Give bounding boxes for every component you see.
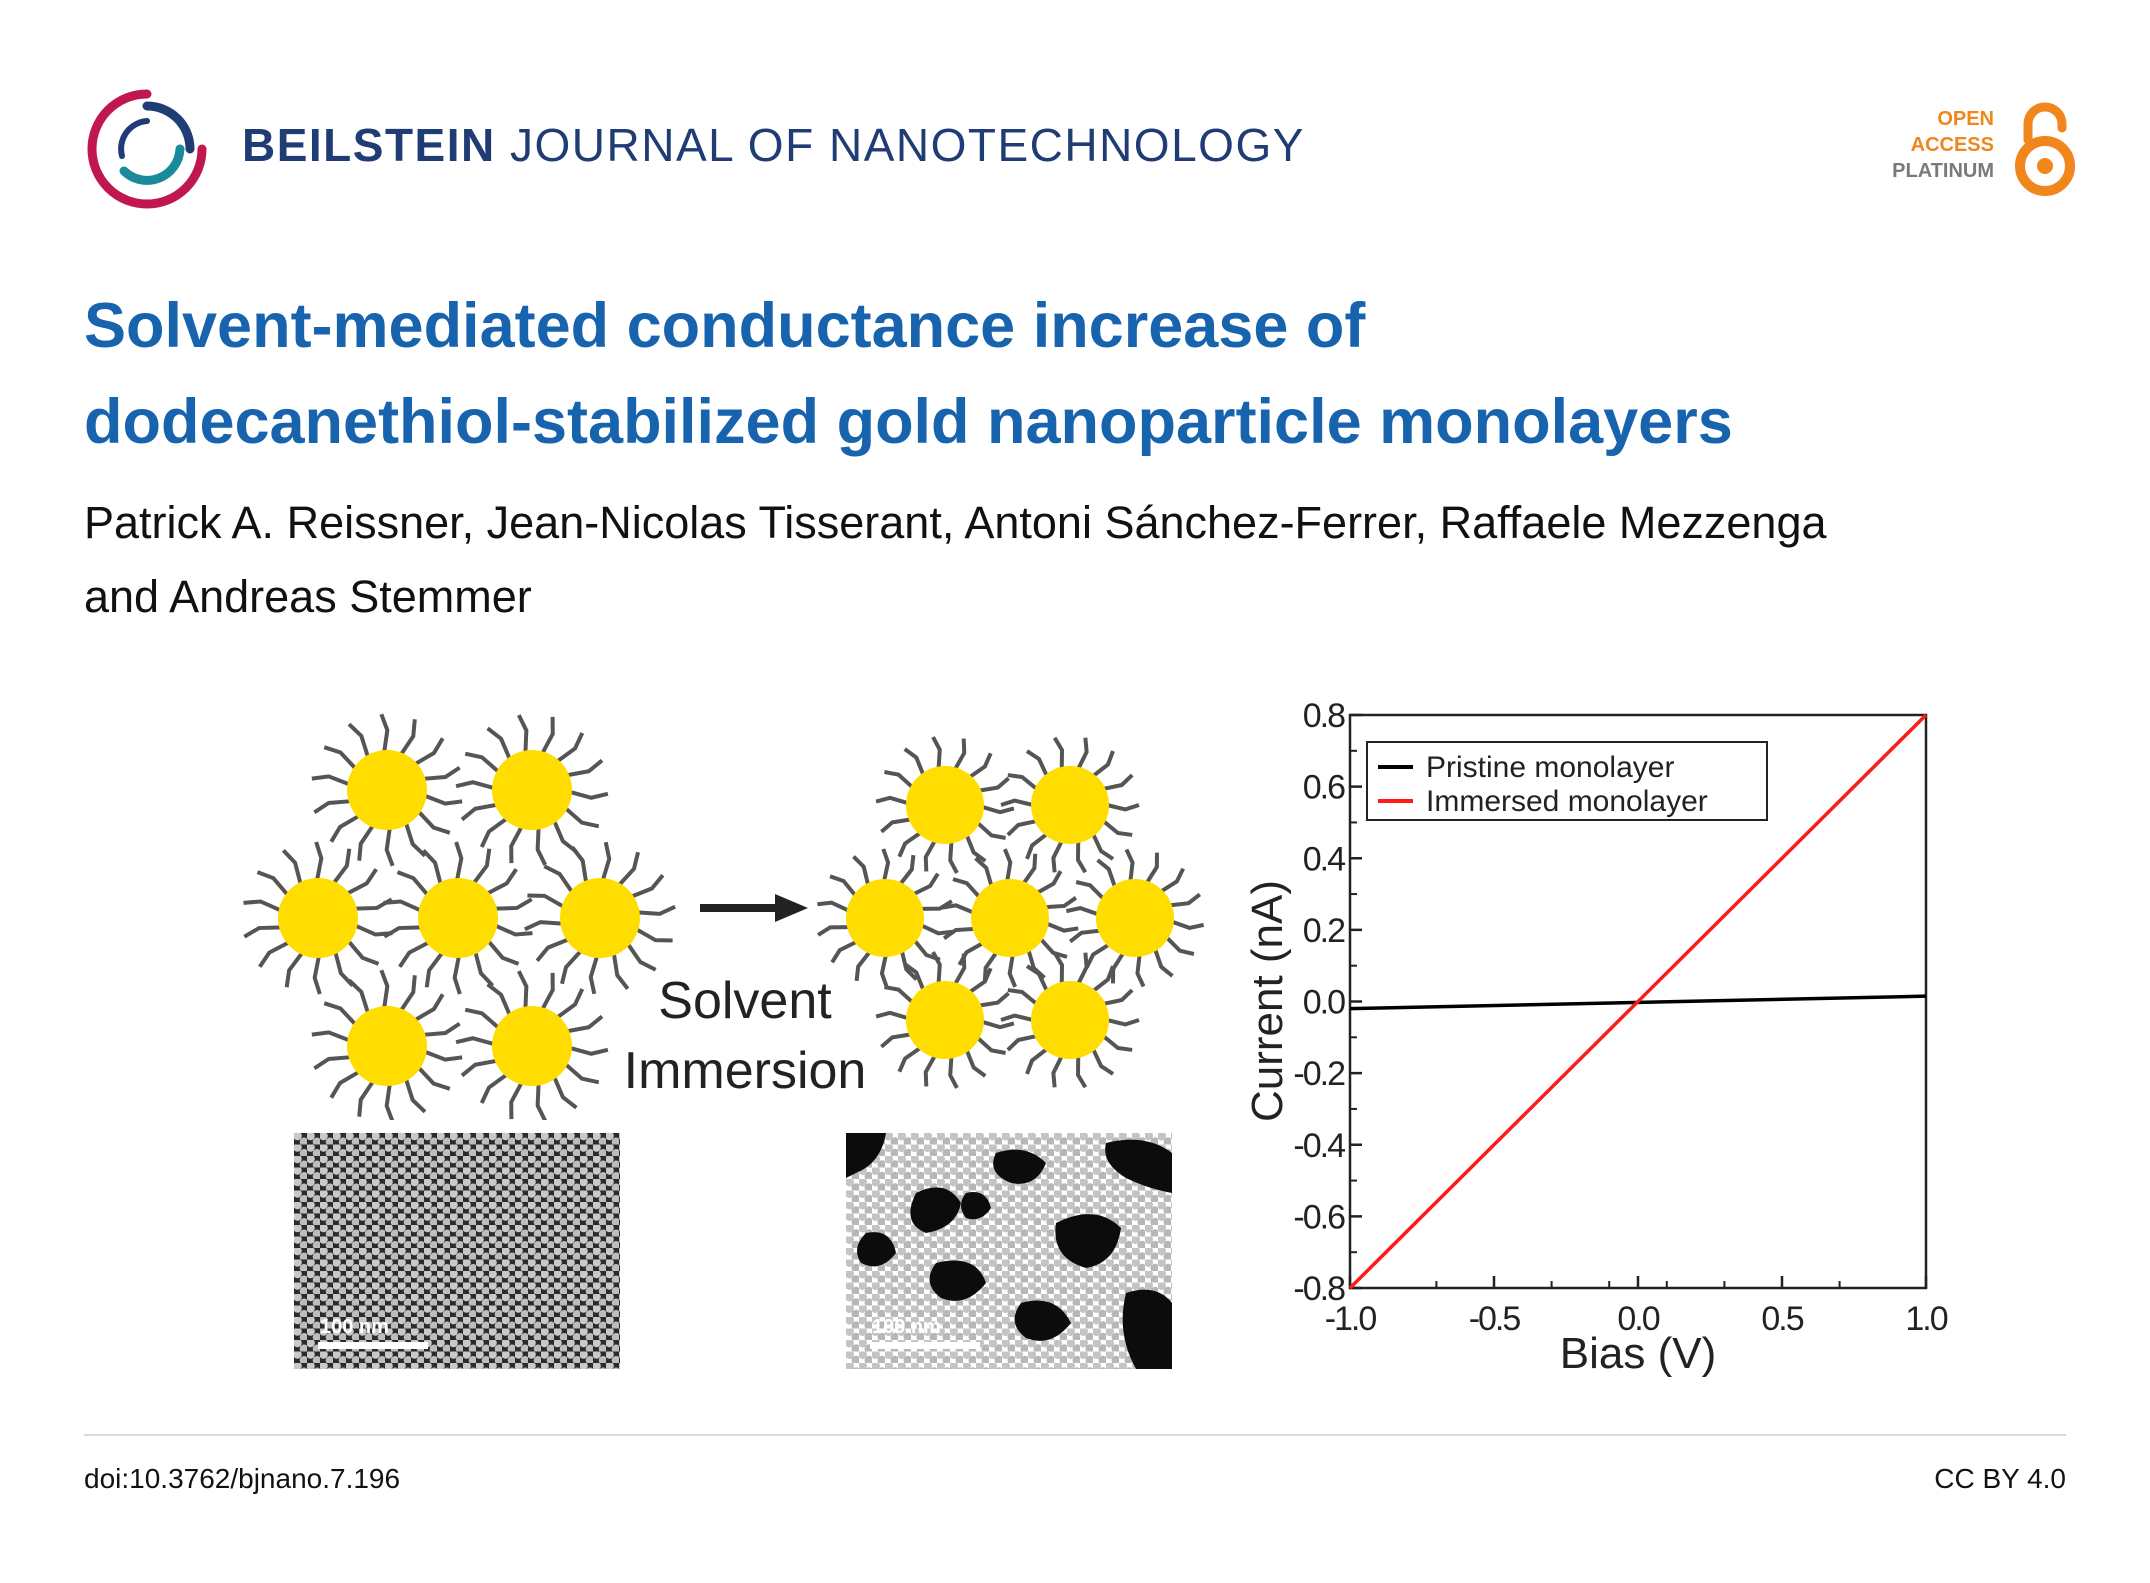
x-tick-label: 1.0 xyxy=(1905,1300,1947,1338)
gold-nanoparticle xyxy=(1000,951,1140,1089)
doi-text: doi:10.3762/bjnano.7.196 xyxy=(84,1463,401,1494)
label-immersion: Immersion xyxy=(624,1042,867,1100)
scale-label-right: 100 nm xyxy=(872,1316,941,1338)
beilstein-rings-icon xyxy=(87,89,207,209)
y-tick-label: 0.4 xyxy=(1303,840,1345,878)
journal-name: BEILSTEIN JOURNAL OF NANOTECHNOLOGY xyxy=(242,118,1305,172)
x-tick-label: 0.0 xyxy=(1617,1300,1659,1338)
x-tick-label: 0.5 xyxy=(1761,1300,1803,1338)
y-tick-label: -0.4 xyxy=(1293,1127,1345,1165)
gold-nanoparticle xyxy=(455,714,609,866)
paper-title: Solvent-mediated conductance increase of… xyxy=(84,278,2064,470)
nanoparticle-schematic: Solvent Immersion xyxy=(243,713,1205,1120)
authors-line-1: Patrick A. Reissner, Jean-Nicolas Tisser… xyxy=(84,497,1827,548)
sem-image-immersed: 100 nm xyxy=(846,1133,1172,1369)
gold-nanoparticle xyxy=(383,841,533,995)
y-tick-label: -0.2 xyxy=(1293,1055,1345,1093)
y-tick-label: 0.8 xyxy=(1303,697,1345,735)
gold-nanoparticle xyxy=(311,713,463,867)
title-line-2: dodecanethiol-stabilized gold nanopartic… xyxy=(84,387,1733,457)
y-axis-label: Current (nA) xyxy=(1243,880,1292,1122)
title-line-1: Solvent-mediated conductance increase of xyxy=(84,291,1366,361)
y-tick-label: 0.0 xyxy=(1303,984,1345,1022)
oa-line-2: ACCESS xyxy=(1910,134,1994,156)
x-tick-label: -1.0 xyxy=(1325,1300,1377,1338)
arrow-icon xyxy=(700,894,808,922)
series-line-immersed-monolayer xyxy=(1348,713,1928,1290)
y-tick-label: 0.2 xyxy=(1303,912,1345,950)
y-tick-label: 0.6 xyxy=(1303,769,1345,807)
gold-nanoparticle xyxy=(455,970,609,1120)
gold-nanoparticle xyxy=(875,951,1015,1089)
gold-nanoparticle xyxy=(524,841,676,995)
oa-line-3: PLATINUM xyxy=(1892,160,1994,182)
immersed-particle-array xyxy=(817,736,1205,1089)
gold-nanoparticle xyxy=(243,841,393,995)
journal-name-light: JOURNAL OF NANOTECHNOLOGY xyxy=(510,119,1305,171)
label-solvent: Solvent xyxy=(658,972,832,1030)
footer-divider xyxy=(84,1434,2066,1436)
sem-image-pristine: 100 nm xyxy=(294,1133,620,1369)
paper-authors: Patrick A. Reissner, Jean-Nicolas Tisser… xyxy=(84,486,2064,634)
legend-label: Immersed monolayer xyxy=(1426,785,1708,818)
legend-label: Pristine monolayer xyxy=(1426,751,1674,784)
y-tick-label: -0.8 xyxy=(1293,1270,1345,1308)
journal-name-bold: BEILSTEIN xyxy=(242,119,496,171)
pristine-particle-array xyxy=(243,713,676,1120)
gold-nanoparticle xyxy=(311,969,463,1120)
oa-line-1: OPEN xyxy=(1937,108,1994,130)
gold-nanoparticle xyxy=(941,848,1079,988)
gold-nanoparticle xyxy=(817,848,953,988)
gold-nanoparticle xyxy=(1000,736,1140,874)
x-axis-label: Bias (V) xyxy=(1560,1329,1716,1378)
gold-nanoparticle xyxy=(1065,848,1205,988)
gold-nanoparticle xyxy=(875,736,1015,874)
open-lock-icon xyxy=(2015,102,2075,196)
open-access-badge: OPEN ACCESS PLATINUM xyxy=(1860,98,2080,198)
authors-line-2: and Andreas Stemmer xyxy=(84,571,532,622)
x-tick-label: -0.5 xyxy=(1469,1300,1521,1338)
iv-chart: -1.0 -0.5 0.0 0.5 1.0 0.8 0.6 0.4 0.2 0.0 -0.2 -0.4… xyxy=(1243,697,1950,1378)
y-tick-label: -0.6 xyxy=(1293,1198,1345,1236)
scale-label-left: 100 nm xyxy=(320,1316,389,1338)
license-text: CC BY 4.0 xyxy=(1934,1463,2066,1494)
